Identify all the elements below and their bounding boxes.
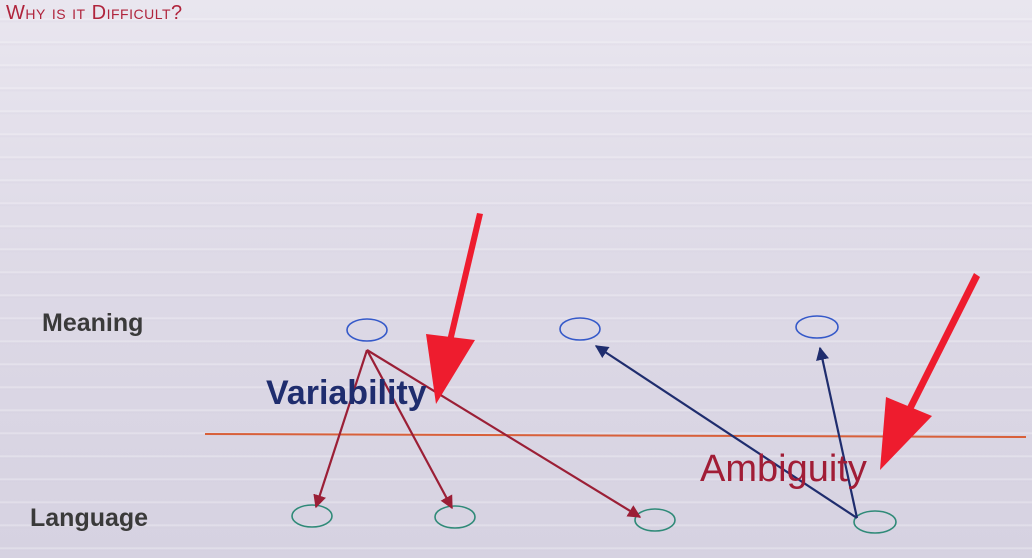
language-node-4 (853, 510, 897, 534)
pointer-arrow-variability (426, 213, 483, 404)
meaning-node-3 (795, 315, 839, 339)
slide-title: Why is it Difficult? (6, 2, 183, 24)
variability-arrow-2 (366, 349, 453, 510)
meaning-node-2 (559, 317, 601, 341)
meaning-node-1 (346, 318, 388, 342)
language-node-1 (291, 504, 333, 528)
language-row-label: Language (30, 504, 149, 532)
language-node-3 (634, 508, 676, 532)
language-node-2 (434, 505, 476, 529)
variability-arrow-1 (313, 349, 369, 509)
meaning-row-label: Meaning (42, 309, 144, 337)
variability-callout: Variability (266, 374, 427, 412)
pointer-arrow-ambiguity (880, 273, 980, 470)
variability-arrow-3 (366, 349, 642, 518)
ambiguity-arrow-2 (816, 346, 859, 519)
ambiguity-arrow-1 (594, 345, 858, 519)
ambiguity-callout: Ambiguity (700, 448, 867, 490)
